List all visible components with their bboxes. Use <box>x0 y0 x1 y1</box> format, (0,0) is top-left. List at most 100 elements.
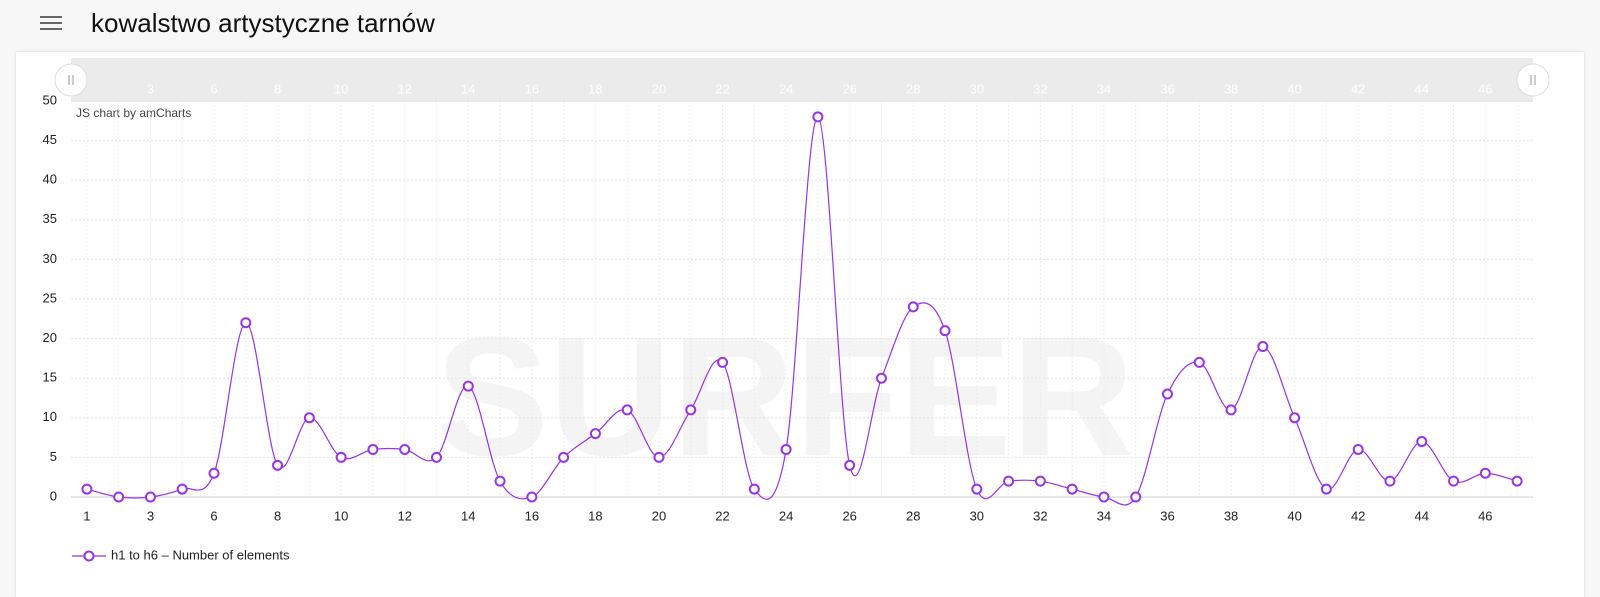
scrollbar-label: 26 <box>842 81 856 96</box>
point <box>939 325 951 337</box>
point <box>208 467 220 479</box>
point <box>335 451 347 463</box>
x-tick-label: 22 <box>715 508 729 523</box>
x-tick-label: 46 <box>1478 508 1492 523</box>
point <box>1193 356 1205 368</box>
scrollbar-handle[interactable] <box>1516 63 1550 97</box>
y-tick-label: 50 <box>43 92 57 107</box>
point <box>1162 388 1173 400</box>
x-tick-label: 12 <box>397 508 411 523</box>
scrollbar-label: 44 <box>1415 81 1429 96</box>
point <box>875 372 887 384</box>
scrollbar-label: 18 <box>588 81 602 96</box>
point <box>1225 404 1237 416</box>
point <box>399 443 411 455</box>
top-bar: kowalstwo artystyczne tarnów <box>0 0 1600 50</box>
point <box>240 317 252 329</box>
point <box>144 491 156 503</box>
y-tick-label: 30 <box>43 251 57 266</box>
point <box>748 483 760 495</box>
x-tick-label: 36 <box>1160 508 1174 523</box>
page-title: kowalstwo artystyczne tarnów <box>91 8 435 38</box>
x-tick-label: 3 <box>147 508 154 523</box>
y-tick-label: 40 <box>43 172 57 187</box>
scrollbar-label: 42 <box>1351 81 1365 96</box>
scrollbar-label: 40 <box>1287 81 1301 96</box>
point <box>1384 475 1396 487</box>
x-tick-label: 38 <box>1224 508 1238 523</box>
scrollbar-label: 36 <box>1160 81 1174 96</box>
scrollbar-label: 38 <box>1224 81 1238 96</box>
point <box>176 483 188 495</box>
point <box>621 404 633 416</box>
scrollbar-label: 14 <box>461 81 475 96</box>
scrollbar-label: 34 <box>1097 81 1111 96</box>
point <box>367 443 379 455</box>
scrollbar-label: 28 <box>906 81 920 96</box>
point <box>113 491 125 503</box>
scrollbar-label: 3 <box>147 81 154 96</box>
scrollbar-label: 24 <box>779 81 793 96</box>
x-tick-label: 16 <box>525 508 539 523</box>
point <box>907 301 919 313</box>
x-tick-label: 44 <box>1415 508 1429 523</box>
scrollbar-label: 8 <box>274 81 281 96</box>
scrollbar-label: 10 <box>334 81 348 96</box>
point <box>272 459 284 471</box>
point <box>812 111 824 123</box>
scrollbar-label: 32 <box>1033 81 1047 96</box>
y-tick-label: 25 <box>43 290 57 305</box>
point <box>1448 475 1460 487</box>
credit: JS chart by amCharts <box>76 106 191 120</box>
point <box>971 483 983 495</box>
x-tick-label: 40 <box>1287 508 1301 523</box>
point <box>494 475 506 487</box>
point <box>780 443 792 455</box>
scrollbar-label: 30 <box>970 81 984 96</box>
y-tick-label: 10 <box>43 409 57 424</box>
point <box>1257 341 1269 353</box>
y-tick-label: 35 <box>43 211 57 226</box>
x-tick-label: 32 <box>1033 508 1047 523</box>
y-tick-label: 0 <box>50 488 57 503</box>
point <box>431 451 442 463</box>
scrollbar-label: 6 <box>210 81 217 96</box>
x-tick-label: 6 <box>210 508 217 523</box>
point <box>1066 483 1078 495</box>
point <box>1034 475 1046 487</box>
point <box>1289 412 1301 424</box>
y-tick-label: 20 <box>43 330 57 345</box>
x-tick-label: 1 <box>83 508 90 523</box>
point <box>1320 483 1332 495</box>
x-tick-label: 30 <box>970 508 984 523</box>
point <box>717 356 729 368</box>
point <box>844 459 856 471</box>
x-tick-label: 18 <box>588 508 602 523</box>
point <box>1003 475 1015 487</box>
point <box>1479 467 1491 479</box>
x-tick-label: 20 <box>652 508 666 523</box>
legend-label: h1 to h6 – Number of elements <box>111 547 290 562</box>
scrollbar[interactable] <box>71 58 1533 102</box>
y-tick-label: 5 <box>50 449 57 464</box>
x-tick-label: 26 <box>842 508 856 523</box>
x-tick-label: 24 <box>779 508 793 523</box>
x-tick-label: 42 <box>1351 508 1365 523</box>
y-tick-label: 45 <box>43 132 57 147</box>
point <box>685 404 697 416</box>
point <box>1511 475 1523 487</box>
point <box>653 451 665 463</box>
point <box>1130 491 1142 503</box>
point <box>526 491 538 503</box>
point <box>1352 443 1364 455</box>
y-tick-label: 15 <box>43 370 57 385</box>
point <box>303 412 315 424</box>
point <box>462 380 474 392</box>
point <box>81 483 93 495</box>
scrollbar-label: 46 <box>1478 81 1492 96</box>
watermark: SURFER <box>436 302 1135 492</box>
point <box>558 451 570 463</box>
menu-button[interactable] <box>40 16 62 34</box>
scrollbar-handle[interactable] <box>54 63 88 97</box>
